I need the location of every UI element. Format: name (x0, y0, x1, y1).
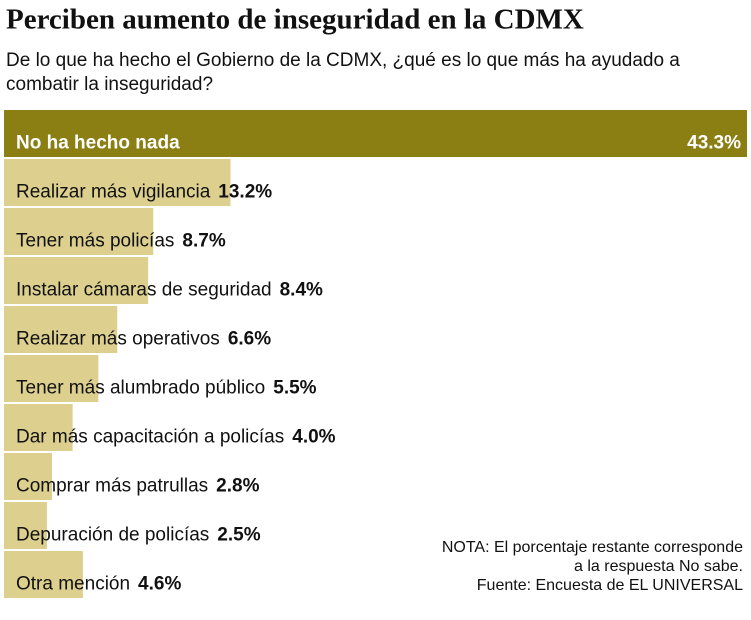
category-label: Otra mención (16, 574, 130, 595)
bar-label: Comprar más patrullas 2.8% (16, 476, 260, 497)
subtitle: combatir la inseguridad? (6, 74, 213, 95)
bar-label: Realizar más vigilancia 13.2% (16, 182, 272, 203)
bar-label: Tener más alumbrado público 5.5% (16, 378, 317, 399)
category-label: Realizar más operativos (16, 329, 220, 350)
category-label: Tener más policías (16, 231, 174, 252)
category-label: No ha hecho nada (16, 133, 180, 154)
value-label: 2.5% (217, 525, 260, 546)
value-label: 13.2% (218, 182, 272, 203)
bar (4, 208, 154, 255)
bar (4, 355, 99, 402)
category-label: Comprar más patrullas (16, 476, 208, 497)
value-label: 43.3% (687, 133, 741, 154)
bar-label: Instalar cámaras de seguridad 8.4% (16, 280, 323, 301)
subtitle: De lo que ha hecho el Gobierno de la CDM… (6, 50, 680, 71)
bar (4, 453, 53, 500)
bar-label: Dar más capacitación a policías 4.0% (16, 427, 336, 448)
note: a la respuesta No sabe. (574, 558, 743, 575)
bar-label: Tener más policías 8.7% (16, 231, 226, 252)
bar (4, 502, 47, 549)
bar-label: Realizar más operativos 6.6% (16, 329, 271, 350)
category-label: Realizar más vigilancia (16, 182, 211, 203)
bar-label: Otra mención 4.6% (16, 574, 181, 595)
note: Fuente: Encuesta de EL UNIVERSAL (477, 577, 743, 594)
bar (4, 306, 118, 353)
bar (4, 551, 83, 598)
value-label: 6.6% (228, 329, 271, 350)
value-label: 5.5% (273, 378, 316, 399)
value-label: 8.4% (280, 280, 323, 301)
bar (4, 159, 231, 206)
bar-label: Depuración de policías 2.5% (16, 525, 261, 546)
note: NOTA: El porcentaje restante corresponde (442, 539, 743, 556)
bar (4, 404, 73, 451)
value-label: 2.8% (216, 476, 259, 497)
value-label: 4.0% (292, 427, 335, 448)
category-label: Depuración de policías (16, 525, 209, 546)
bar (4, 110, 747, 157)
value-label: 8.7% (182, 231, 225, 252)
category-label: Dar más capacitación a policías (16, 427, 284, 448)
bar (4, 257, 149, 304)
value-label: 4.6% (138, 574, 181, 595)
chart-title: Perciben aumento de inseguridad en la CD… (6, 4, 584, 36)
category-label: Instalar cámaras de seguridad (16, 280, 272, 301)
category-label: Tener más alumbrado público (16, 378, 265, 399)
